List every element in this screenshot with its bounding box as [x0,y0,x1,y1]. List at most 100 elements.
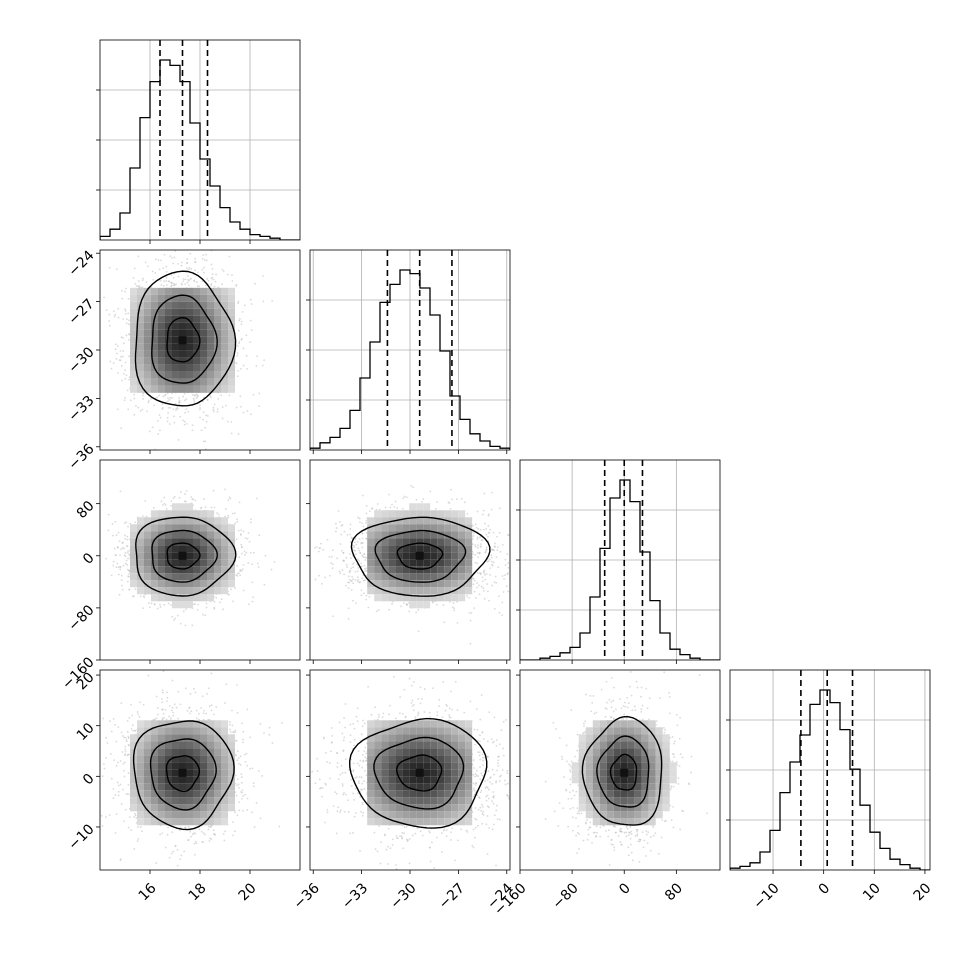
sample-point [134,398,136,400]
sample-point [123,342,125,344]
sample-point [355,602,357,604]
density-cell [228,288,235,295]
sample-point [184,283,186,285]
sample-point [171,616,173,618]
sample-point [486,534,488,536]
sample-point [134,268,136,270]
sample-point [142,607,144,609]
density-cell [179,372,186,379]
density-cell [165,372,172,379]
density-cell [130,316,137,323]
sample-point [240,323,242,325]
sample-point [163,604,165,606]
density-cell [221,538,228,545]
sample-point [182,396,184,398]
sample-point [238,301,240,303]
sample-point [163,285,165,287]
sample-point [484,523,486,525]
sample-point [239,318,241,320]
density-cell [130,573,137,580]
sample-point [174,496,176,498]
density-cell [165,288,172,295]
sample-point [489,529,491,531]
sample-point [184,421,186,423]
sample-point [250,522,252,524]
sample-point [230,588,232,590]
sample-point [466,595,468,597]
sample-point [184,393,186,395]
density-cell [165,358,172,365]
sample-point [321,583,323,585]
density-cell [186,302,193,309]
density-cell [130,330,137,337]
density-cell [207,552,214,559]
sample-point [130,399,132,401]
density-cell [130,580,137,587]
sample-point [502,575,504,577]
sample-point [453,609,455,611]
sample-point [501,614,503,616]
sample-point [215,597,217,599]
sample-point [149,431,151,433]
density-cell [144,538,151,545]
sample-point [119,554,121,556]
sample-point [241,321,243,323]
sample-point [343,573,345,575]
sample-point [369,510,371,512]
sample-point [115,343,117,345]
sample-point [154,603,156,605]
sample-point [257,563,259,565]
sample-point [121,585,123,587]
sample-point [185,398,187,400]
sample-point [194,269,196,271]
sample-point [245,552,247,554]
sample-point [125,521,127,523]
sample-point [237,370,239,372]
sample-point [482,580,484,582]
sample-point [213,608,215,610]
sample-point [453,602,455,604]
sample-point [479,552,481,554]
sample-point [206,607,208,609]
density-cell [172,302,179,309]
sample-point [172,263,174,265]
density-cell [179,386,186,393]
sample-point [200,507,202,509]
sample-point [135,405,137,407]
sample-point [495,582,497,584]
sample-point [361,522,363,524]
sample-point [116,353,118,355]
density-cell [130,524,137,531]
sample-point [152,279,154,281]
sample-point [221,269,223,271]
density-cell [151,580,158,587]
sample-point [120,427,122,429]
sample-point [118,566,120,568]
sample-point [147,265,149,267]
sample-point [239,569,241,571]
sample-point [495,576,497,578]
sample-point [122,318,124,320]
sample-point [262,300,264,302]
sample-point [243,564,245,566]
density-cell [179,323,186,330]
density-cell [144,316,151,323]
sample-point [207,399,209,401]
sample-point [265,555,267,557]
density-cell [228,309,235,316]
sample-point [508,534,510,536]
sample-point [329,575,331,577]
sample-point [115,554,117,556]
sample-point [187,275,189,277]
sample-point [247,562,249,564]
sample-point [243,590,245,592]
sample-point [128,323,130,325]
sample-point [214,286,216,288]
density-cell [221,587,228,594]
density-cell [130,309,137,316]
sample-point [435,508,437,510]
density-cell [172,601,179,608]
density-cell [207,573,214,580]
sample-point [493,561,495,563]
